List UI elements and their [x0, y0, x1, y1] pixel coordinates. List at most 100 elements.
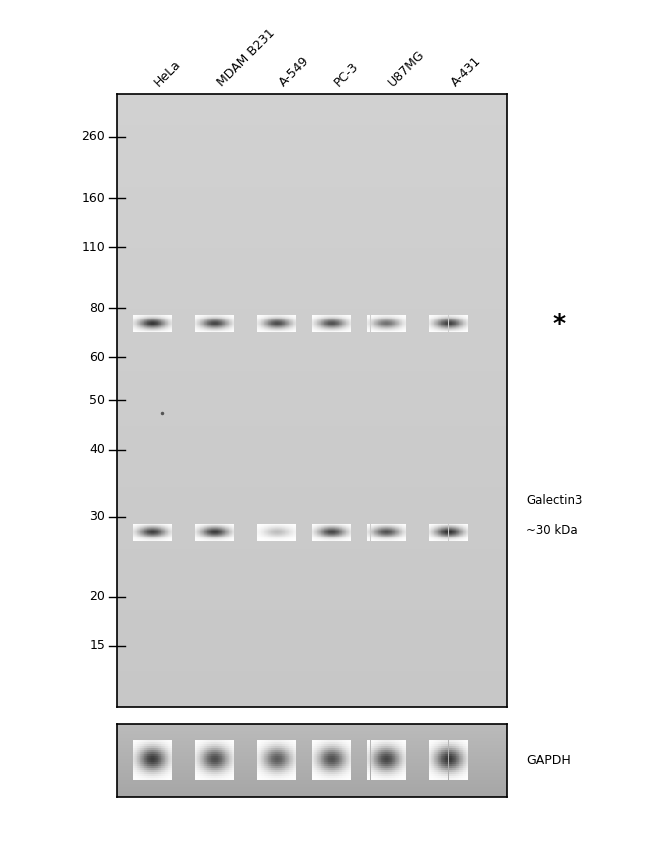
Bar: [389, 321, 390, 322]
Bar: [208, 769, 209, 770]
Bar: [380, 540, 381, 541]
Bar: [328, 757, 329, 758]
Bar: [405, 531, 406, 532]
Bar: [205, 330, 206, 331]
Bar: [138, 540, 139, 541]
Bar: [340, 770, 341, 773]
Bar: [230, 329, 231, 330]
Bar: [195, 534, 196, 535]
Bar: [146, 537, 147, 538]
Bar: [386, 320, 387, 321]
Bar: [312, 742, 313, 745]
Bar: [227, 538, 229, 539]
Bar: [133, 531, 134, 532]
Bar: [443, 535, 444, 536]
Bar: [160, 326, 161, 327]
Bar: [167, 530, 168, 531]
Bar: [459, 757, 460, 758]
Bar: [329, 539, 330, 540]
Bar: [436, 776, 437, 779]
Bar: [333, 742, 334, 745]
Bar: [456, 318, 457, 319]
Bar: [216, 537, 217, 538]
Bar: [203, 537, 204, 538]
Bar: [166, 535, 167, 536]
Bar: [440, 317, 441, 318]
Bar: [342, 533, 343, 534]
Bar: [402, 779, 403, 780]
Bar: [320, 746, 321, 748]
Bar: [313, 540, 315, 541]
Bar: [387, 323, 389, 324]
Bar: [215, 321, 216, 322]
Bar: [224, 536, 225, 537]
Bar: [330, 532, 331, 533]
Bar: [430, 770, 432, 773]
Bar: [350, 330, 351, 331]
Bar: [278, 752, 280, 754]
Bar: [199, 773, 200, 774]
Bar: [223, 760, 224, 763]
Bar: [336, 327, 337, 328]
Bar: [152, 322, 153, 323]
Bar: [320, 324, 321, 325]
Bar: [350, 532, 351, 533]
Bar: [233, 527, 234, 528]
Bar: [350, 757, 351, 758]
Bar: [441, 325, 442, 326]
Bar: [336, 535, 337, 536]
Bar: [262, 748, 263, 751]
Bar: [148, 525, 149, 526]
Bar: [347, 528, 348, 529]
Bar: [377, 323, 378, 324]
Bar: [319, 748, 320, 751]
Bar: [143, 538, 144, 539]
Bar: [217, 532, 218, 533]
Bar: [274, 742, 276, 745]
Bar: [398, 533, 399, 534]
Bar: [452, 331, 453, 332]
Bar: [133, 320, 134, 321]
Bar: [344, 526, 346, 527]
Bar: [332, 538, 333, 539]
Bar: [216, 321, 217, 322]
Bar: [270, 532, 272, 533]
Bar: [396, 752, 397, 754]
Bar: [341, 763, 342, 764]
Bar: [394, 758, 395, 760]
Bar: [467, 318, 468, 319]
Bar: [348, 532, 350, 533]
Bar: [401, 754, 402, 757]
Bar: [218, 527, 219, 528]
Bar: [202, 763, 203, 764]
Bar: [213, 752, 214, 754]
Bar: [202, 331, 203, 332]
Bar: [316, 754, 317, 757]
Bar: [203, 748, 204, 751]
Bar: [163, 536, 164, 537]
Bar: [224, 757, 225, 758]
Bar: [210, 324, 211, 325]
Bar: [165, 740, 166, 742]
Bar: [436, 540, 437, 541]
Bar: [370, 763, 371, 764]
Bar: [140, 321, 141, 322]
Bar: [216, 748, 217, 751]
Bar: [434, 328, 436, 329]
Bar: [214, 331, 215, 332]
Bar: [344, 317, 346, 318]
Bar: [138, 760, 139, 763]
Bar: [400, 745, 401, 746]
Bar: [147, 752, 148, 754]
Bar: [458, 539, 459, 540]
Bar: [465, 321, 467, 322]
Bar: [384, 742, 385, 745]
Bar: [266, 758, 268, 760]
Bar: [257, 776, 258, 779]
Bar: [430, 318, 432, 319]
Bar: [224, 330, 225, 331]
Bar: [336, 539, 337, 540]
Bar: [465, 769, 467, 770]
Bar: [376, 329, 377, 330]
Bar: [199, 527, 200, 528]
